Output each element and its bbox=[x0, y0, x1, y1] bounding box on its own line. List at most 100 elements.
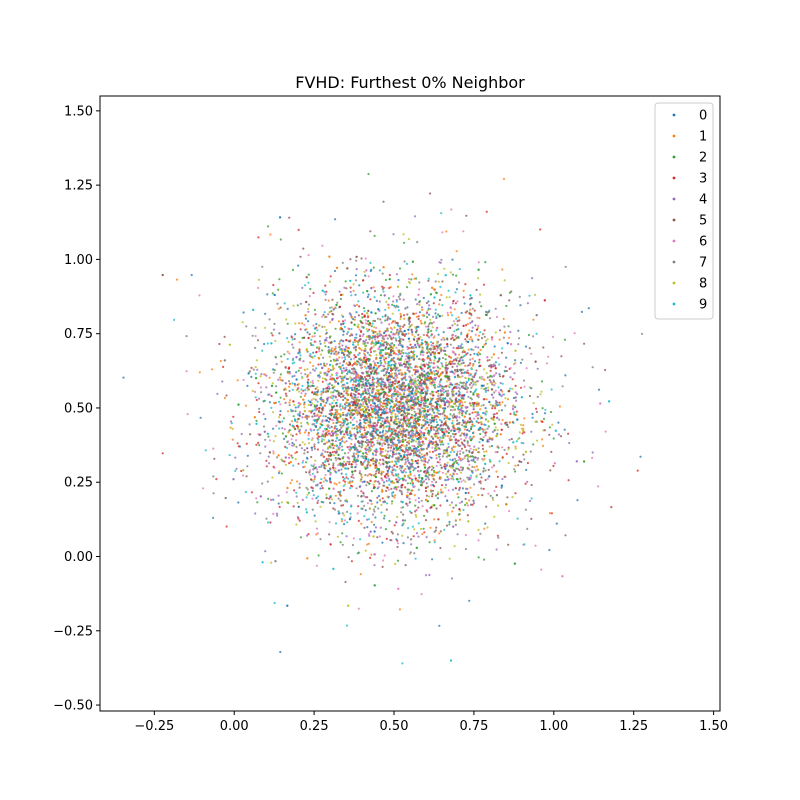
data-point bbox=[456, 320, 459, 323]
data-point bbox=[432, 362, 435, 365]
data-point bbox=[487, 492, 490, 495]
data-point bbox=[374, 334, 377, 337]
data-point bbox=[453, 545, 456, 548]
data-point bbox=[264, 312, 267, 315]
data-point bbox=[393, 360, 396, 363]
data-point bbox=[328, 311, 331, 314]
data-point bbox=[431, 446, 434, 449]
data-point bbox=[350, 321, 353, 324]
data-point bbox=[360, 500, 363, 503]
data-point bbox=[444, 429, 447, 432]
data-point bbox=[370, 390, 373, 393]
data-point bbox=[478, 358, 481, 361]
data-point bbox=[468, 402, 472, 405]
data-point bbox=[452, 432, 455, 436]
data-point bbox=[293, 382, 296, 386]
data-point bbox=[390, 539, 393, 542]
data-point bbox=[302, 459, 305, 462]
data-point bbox=[376, 335, 379, 338]
data-point bbox=[454, 291, 457, 294]
data-point bbox=[407, 436, 411, 439]
data-point bbox=[317, 435, 320, 438]
data-point bbox=[499, 381, 502, 385]
data-point bbox=[481, 494, 484, 497]
data-point bbox=[417, 488, 420, 491]
data-point bbox=[298, 341, 301, 344]
data-point bbox=[414, 382, 418, 385]
data-point bbox=[446, 475, 449, 478]
data-point bbox=[333, 269, 337, 273]
data-point bbox=[367, 421, 370, 424]
data-point bbox=[567, 479, 570, 482]
data-point bbox=[420, 527, 423, 531]
data-point bbox=[360, 349, 363, 352]
data-point bbox=[343, 433, 346, 436]
data-point bbox=[528, 294, 531, 297]
data-point bbox=[470, 459, 473, 462]
data-point bbox=[372, 459, 375, 462]
data-point bbox=[431, 495, 434, 498]
data-point bbox=[452, 435, 456, 438]
data-point bbox=[268, 318, 271, 321]
data-point bbox=[477, 404, 480, 407]
data-point bbox=[361, 334, 364, 338]
data-point bbox=[250, 366, 253, 369]
data-point bbox=[327, 463, 331, 466]
data-point bbox=[278, 505, 281, 508]
data-point bbox=[307, 533, 310, 536]
data-point bbox=[417, 497, 420, 500]
data-point bbox=[540, 380, 544, 383]
data-point bbox=[559, 435, 563, 438]
data-point bbox=[321, 438, 324, 441]
data-point bbox=[530, 387, 533, 390]
data-point bbox=[397, 333, 400, 336]
data-point bbox=[278, 427, 281, 430]
data-point bbox=[426, 426, 429, 429]
data-point bbox=[360, 399, 363, 402]
data-point bbox=[509, 366, 512, 370]
data-point bbox=[311, 335, 314, 338]
data-point bbox=[251, 334, 254, 337]
data-point bbox=[440, 258, 443, 261]
data-point bbox=[320, 435, 323, 438]
data-point bbox=[420, 453, 423, 456]
data-point bbox=[491, 496, 494, 499]
data-point bbox=[431, 489, 435, 492]
data-point bbox=[404, 564, 407, 567]
data-point bbox=[281, 420, 284, 423]
data-point bbox=[377, 471, 380, 474]
data-point bbox=[480, 387, 483, 390]
data-point bbox=[449, 271, 452, 274]
data-point bbox=[236, 379, 239, 382]
data-point bbox=[265, 374, 268, 377]
data-point bbox=[354, 384, 357, 387]
data-point bbox=[357, 519, 360, 523]
data-point bbox=[391, 409, 394, 413]
data-point bbox=[318, 350, 321, 353]
data-point bbox=[456, 450, 459, 453]
data-point bbox=[380, 339, 384, 342]
data-point bbox=[396, 376, 399, 379]
data-point bbox=[549, 410, 553, 414]
data-point bbox=[294, 406, 297, 409]
data-point bbox=[323, 362, 326, 365]
data-point bbox=[344, 397, 347, 400]
data-point bbox=[480, 305, 483, 308]
data-point bbox=[434, 312, 437, 315]
data-point bbox=[334, 522, 338, 525]
data-point bbox=[388, 286, 391, 290]
data-point bbox=[487, 468, 490, 471]
data-point bbox=[185, 370, 188, 373]
data-point bbox=[379, 318, 382, 321]
data-point bbox=[366, 526, 369, 529]
data-point bbox=[374, 395, 378, 398]
data-point bbox=[439, 546, 442, 550]
data-point bbox=[437, 447, 441, 450]
data-point bbox=[319, 538, 322, 541]
data-point bbox=[442, 434, 445, 437]
data-point bbox=[277, 400, 281, 403]
data-point bbox=[405, 446, 408, 449]
data-point bbox=[358, 352, 361, 355]
data-point bbox=[509, 387, 512, 390]
data-point bbox=[396, 391, 399, 394]
